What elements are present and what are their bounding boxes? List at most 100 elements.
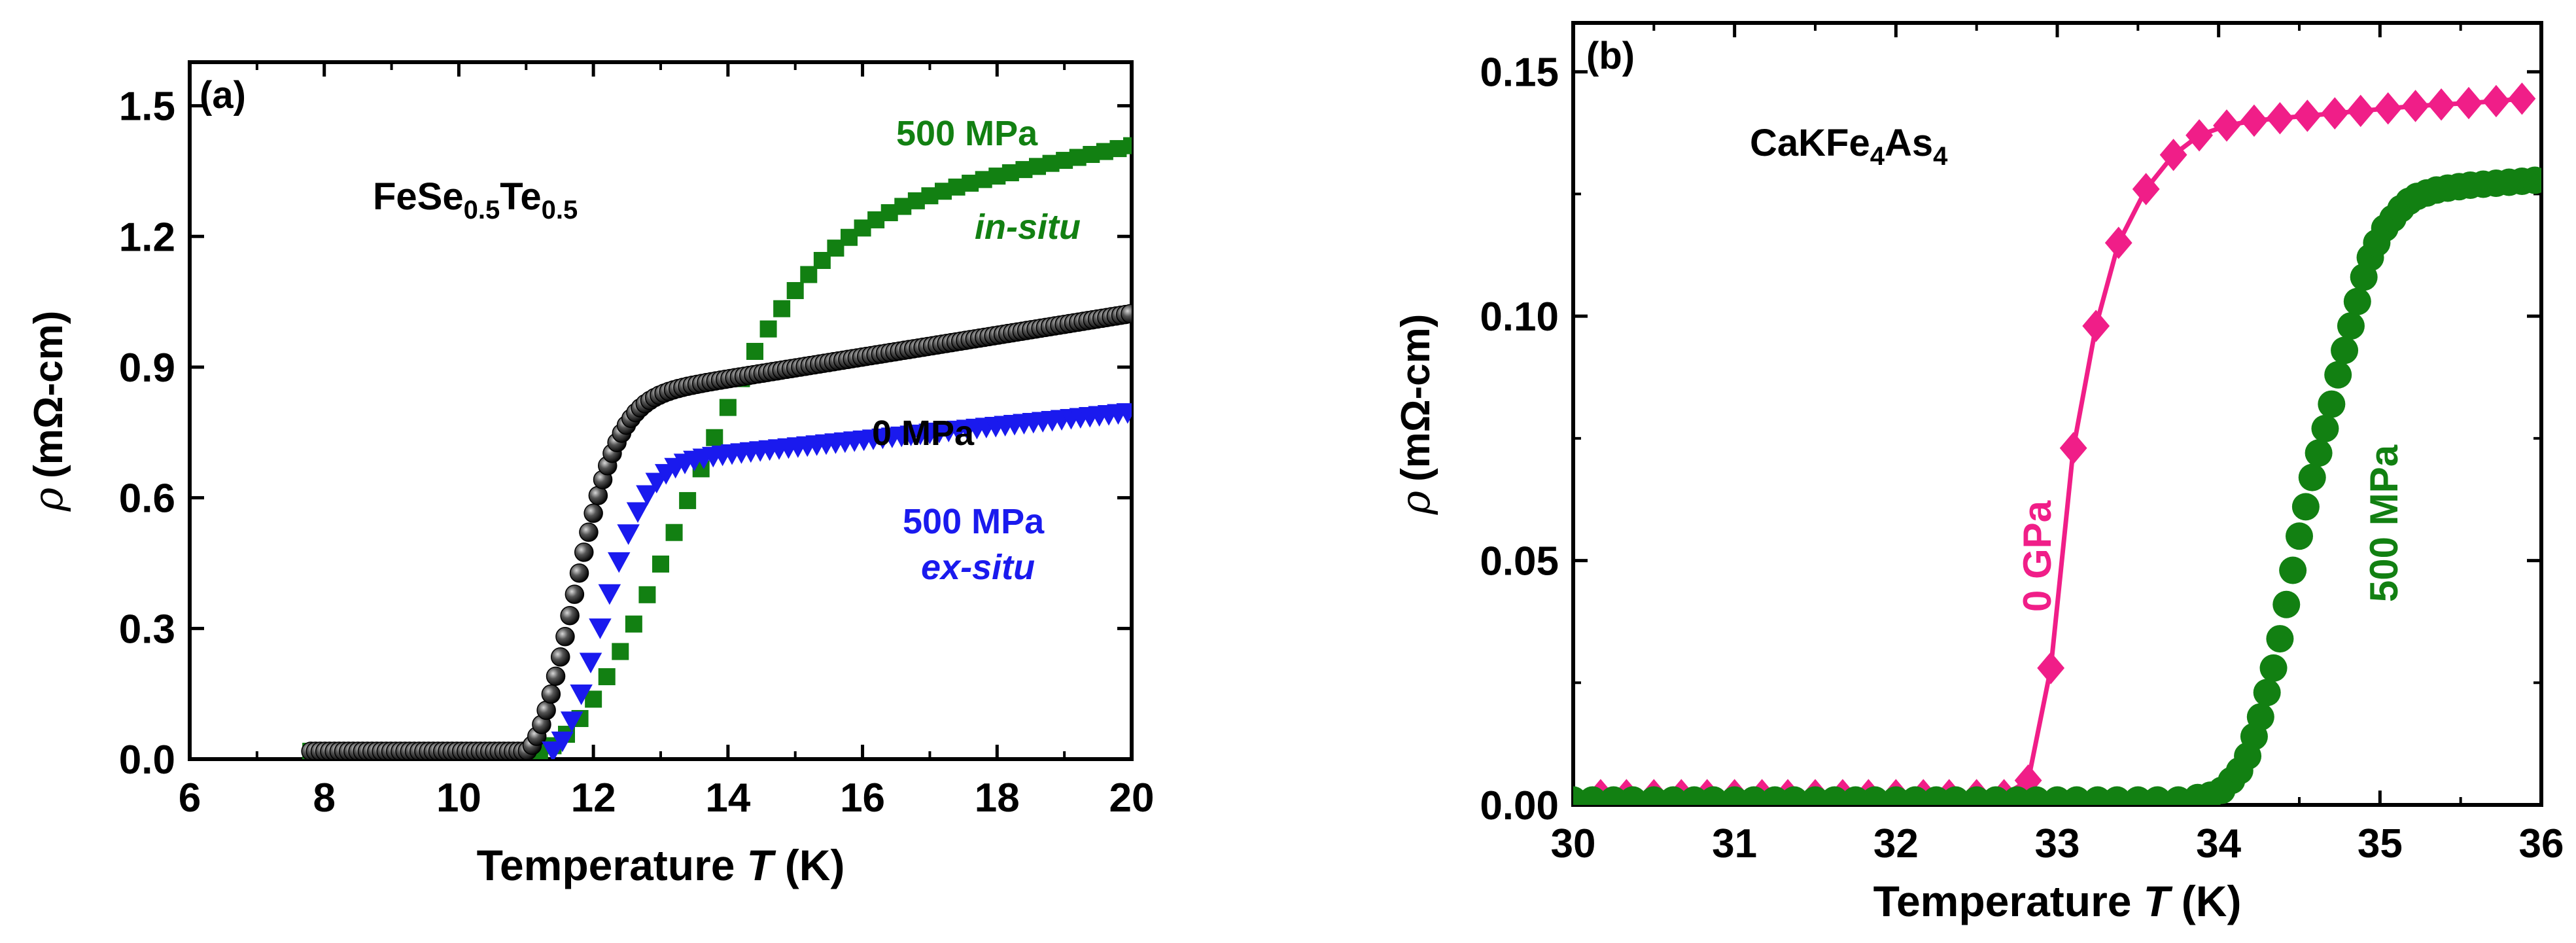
data-point <box>2103 786 2131 805</box>
data-point <box>645 472 669 494</box>
y-tick-label: 1.5 <box>119 84 175 130</box>
series-label-pink-b: 0 GPa <box>2015 500 2059 612</box>
data-point <box>2253 679 2281 707</box>
data-point <box>665 524 683 541</box>
data-point <box>2337 312 2365 340</box>
data-point <box>2213 109 2240 142</box>
series-label-blue-a: 500 MPa <box>903 502 1045 541</box>
data-point <box>2159 138 2187 171</box>
data-point <box>2022 786 2050 805</box>
data-point <box>1941 786 1970 805</box>
data-point <box>2343 287 2371 315</box>
x-axis-label-a-italic: T <box>746 841 776 889</box>
axis-ticks-b <box>1571 23 2543 807</box>
data-point <box>1659 786 1687 805</box>
data-point <box>636 485 659 507</box>
series-circle <box>1573 166 2541 805</box>
data-point <box>2063 786 2091 805</box>
x-tick-label: 31 <box>1712 821 1757 866</box>
data-point <box>1619 786 1647 805</box>
data-point <box>617 524 640 545</box>
series-label-green-b: 500 MPa <box>2362 444 2406 602</box>
data-point <box>541 684 561 704</box>
data-point <box>2321 97 2349 130</box>
x-tick-label: 14 <box>705 775 750 821</box>
data-point <box>2508 82 2536 115</box>
data-point <box>2455 86 2482 120</box>
data-point <box>1780 786 1808 805</box>
y-axis-label-a-symbol: ρ <box>24 488 72 512</box>
data-point <box>2401 90 2429 122</box>
x-tick-label: 33 <box>2035 821 2080 866</box>
x-tick-label: 32 <box>1873 821 1919 866</box>
data-point <box>612 643 629 660</box>
x-tick-label: 16 <box>840 775 885 821</box>
x-tick-label: 10 <box>436 775 481 821</box>
y-tick-label: 0.15 <box>1480 50 1559 96</box>
data-point <box>786 282 804 300</box>
y-tick-label: 0.05 <box>1480 539 1559 584</box>
data-point <box>1901 786 1929 805</box>
data-point <box>2346 94 2375 128</box>
data-point <box>746 342 763 360</box>
data-points-b <box>1573 82 2541 805</box>
data-point <box>570 685 593 705</box>
y-axis-label-b: ρ (mΩ-cm) <box>1391 314 1439 516</box>
series-label-green-insitu-a: in-situ <box>975 207 1081 247</box>
data-point <box>2279 556 2307 584</box>
sample-formula-b-base2: As <box>1885 122 1933 164</box>
series-label-blue-exsitu-a: ex-situ <box>921 548 1035 587</box>
data-point <box>2311 414 2339 442</box>
data-point <box>598 584 621 605</box>
data-point <box>2482 84 2510 118</box>
data-point <box>574 543 594 562</box>
data-point <box>1982 786 2010 805</box>
x-axis-label-b-unit: (K) <box>2182 877 2242 925</box>
data-point <box>773 300 791 317</box>
data-point <box>2374 92 2402 125</box>
series-label-green-a: 500 MPa <box>896 114 1038 153</box>
x-tick-label: 30 <box>1551 821 1596 866</box>
sample-formula-a-base2: Te <box>500 175 541 218</box>
data-point <box>560 711 583 732</box>
data-point <box>2305 439 2333 467</box>
y-tick-label: 0.00 <box>1480 783 1559 828</box>
sample-formula-b-sub1: 4 <box>1870 142 1885 171</box>
data-point <box>2286 522 2313 550</box>
chart-panel-b: 30 31 32 33 34 35 36 0.00 0.05 0.10 0.15 (b) CaKFe… <box>1391 21 2564 925</box>
data-point <box>759 320 777 338</box>
data-point <box>2331 336 2359 365</box>
data-point <box>2293 99 2322 132</box>
y-axis-label-a: ρ (mΩ-cm) <box>24 311 72 512</box>
x-axis-label-b-italic: T <box>2143 877 2172 925</box>
panel-label-b: (b) <box>1586 35 1635 77</box>
data-point <box>1121 304 1132 324</box>
panel-label-a: (a) <box>200 74 246 116</box>
data-point <box>1578 786 1607 805</box>
data-point <box>2324 361 2352 389</box>
sample-formula-b: CaKFe4As4 <box>1750 122 1948 171</box>
x-axis-label-a-unit: (K) <box>785 841 845 889</box>
y-axis-label-b-text: (mΩ-cm) <box>1393 314 1438 482</box>
x-tick-label: 18 <box>975 775 1020 821</box>
y-axis-label-a-text: (mΩ-cm) <box>26 311 71 478</box>
series-sphere <box>301 304 1132 759</box>
data-point <box>2246 703 2274 731</box>
data-point <box>1861 786 1889 805</box>
plot-frame-b <box>1571 21 2543 807</box>
sample-formula-a-sub2: 0.5 <box>542 196 578 224</box>
data-point <box>607 552 631 573</box>
data-point <box>2185 119 2213 152</box>
data-point <box>679 491 697 509</box>
data-point <box>626 502 650 523</box>
data-point <box>2082 310 2110 342</box>
data-point <box>1820 786 1849 805</box>
x-tick-label: 8 <box>313 775 335 821</box>
sample-formula-b-sub2: 4 <box>1933 142 1948 171</box>
x-tick-label: 6 <box>179 775 201 821</box>
data-point <box>2132 173 2160 205</box>
data-point <box>2521 166 2541 194</box>
data-point <box>2266 625 2294 653</box>
data-point <box>565 584 585 604</box>
